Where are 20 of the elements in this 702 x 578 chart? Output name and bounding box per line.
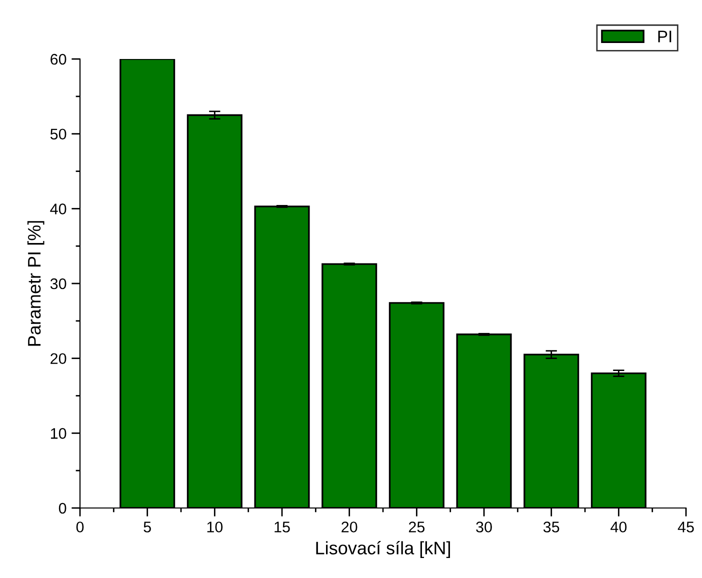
x-tick-label: 0 xyxy=(76,522,84,532)
x-tick-label: 30 xyxy=(476,522,492,532)
x-tick-label: 10 xyxy=(207,522,223,532)
y-tick-label: 50 xyxy=(50,128,66,140)
y-tick-label: 0 xyxy=(58,502,66,514)
y-tick-label: 10 xyxy=(50,428,66,439)
x-tick-label: 45 xyxy=(678,522,694,532)
y-tick-label: 30 xyxy=(50,278,66,290)
y-tick-label: 40 xyxy=(50,204,66,214)
x-tick-label: 5 xyxy=(144,522,151,532)
y-tick-label: 20 xyxy=(50,353,66,364)
x-tick-label: 40 xyxy=(610,522,627,532)
x-tick-label: 15 xyxy=(274,522,290,532)
y-axis-title: Parametr PI [%] xyxy=(27,221,44,346)
x-tick-label: 35 xyxy=(543,522,560,532)
x-tick-label: 20 xyxy=(342,522,358,532)
legend-label: PI xyxy=(658,30,672,42)
y-tick-label: 60 xyxy=(50,54,66,65)
x-axis-title: Lisovací síla [kN] xyxy=(316,540,450,558)
x-tick-label: 25 xyxy=(408,522,425,532)
